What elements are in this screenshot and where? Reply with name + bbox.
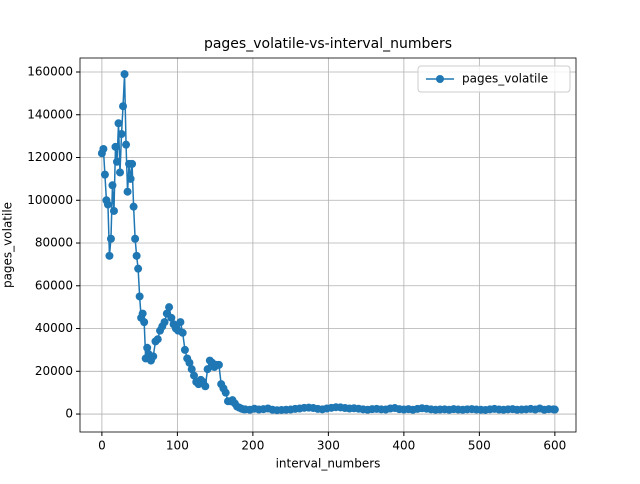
data-point xyxy=(105,251,114,260)
data-point xyxy=(138,309,147,318)
data-point xyxy=(149,352,158,361)
data-point xyxy=(126,174,135,183)
data-point xyxy=(117,129,126,138)
y-tick-label: 160000 xyxy=(27,65,73,79)
data-point xyxy=(187,365,196,374)
data-point xyxy=(129,202,138,211)
x-tick-label: 300 xyxy=(317,439,340,453)
y-tick-label: 40000 xyxy=(35,321,73,335)
legend-box xyxy=(417,65,571,93)
data-point xyxy=(128,159,137,168)
data-point xyxy=(108,181,117,190)
data-point xyxy=(114,119,123,128)
chart-title: pages_volatile-vs-interval_numbers xyxy=(204,36,452,52)
data-point xyxy=(109,206,118,215)
x-axis-label: interval_numbers xyxy=(276,457,381,471)
data-point xyxy=(100,170,109,179)
data-point xyxy=(160,318,169,327)
data-point xyxy=(176,318,185,327)
data-point xyxy=(143,343,152,352)
y-tick-label: 100000 xyxy=(27,193,73,207)
data-point xyxy=(214,360,223,369)
x-tick-label: 0 xyxy=(98,439,106,453)
data-point xyxy=(134,264,143,273)
data-point xyxy=(99,144,108,153)
y-tick-label: 60000 xyxy=(35,278,73,292)
x-tick-label: 100 xyxy=(166,439,189,453)
data-point xyxy=(123,187,132,196)
x-tick-label: 500 xyxy=(468,439,491,453)
data-point xyxy=(103,200,112,209)
x-tick-label: 200 xyxy=(241,439,264,453)
data-point xyxy=(201,382,210,391)
data-point xyxy=(221,388,230,397)
legend-label: pages_volatile xyxy=(462,72,548,86)
data-point xyxy=(119,102,128,111)
y-tick-label: 20000 xyxy=(35,364,73,378)
data-point xyxy=(112,157,121,166)
data-point xyxy=(165,303,174,312)
data-point xyxy=(178,328,187,337)
data-point xyxy=(106,234,115,243)
data-point xyxy=(120,70,129,79)
data-point xyxy=(111,142,120,151)
x-tick-label: 400 xyxy=(392,439,415,453)
data-point xyxy=(132,251,141,260)
data-point xyxy=(153,335,162,344)
y-axis-label: pages_volatile xyxy=(1,202,15,288)
plot-frame xyxy=(79,57,577,433)
x-tick-label: 600 xyxy=(543,439,566,453)
data-point xyxy=(189,371,198,380)
data-point xyxy=(167,313,176,322)
data-point xyxy=(140,318,149,327)
data-point xyxy=(131,234,140,243)
data-point xyxy=(550,405,559,414)
data-point xyxy=(180,345,189,354)
legend-marker xyxy=(436,75,444,83)
data-point xyxy=(122,140,131,149)
data-point xyxy=(203,365,212,374)
y-tick-label: 120000 xyxy=(27,150,73,164)
data-point xyxy=(135,292,144,301)
y-tick-label: 140000 xyxy=(27,107,73,121)
data-point xyxy=(116,168,125,177)
y-tick-label: 80000 xyxy=(35,236,73,250)
data-point xyxy=(185,358,194,367)
y-tick-label: 0 xyxy=(65,407,73,421)
